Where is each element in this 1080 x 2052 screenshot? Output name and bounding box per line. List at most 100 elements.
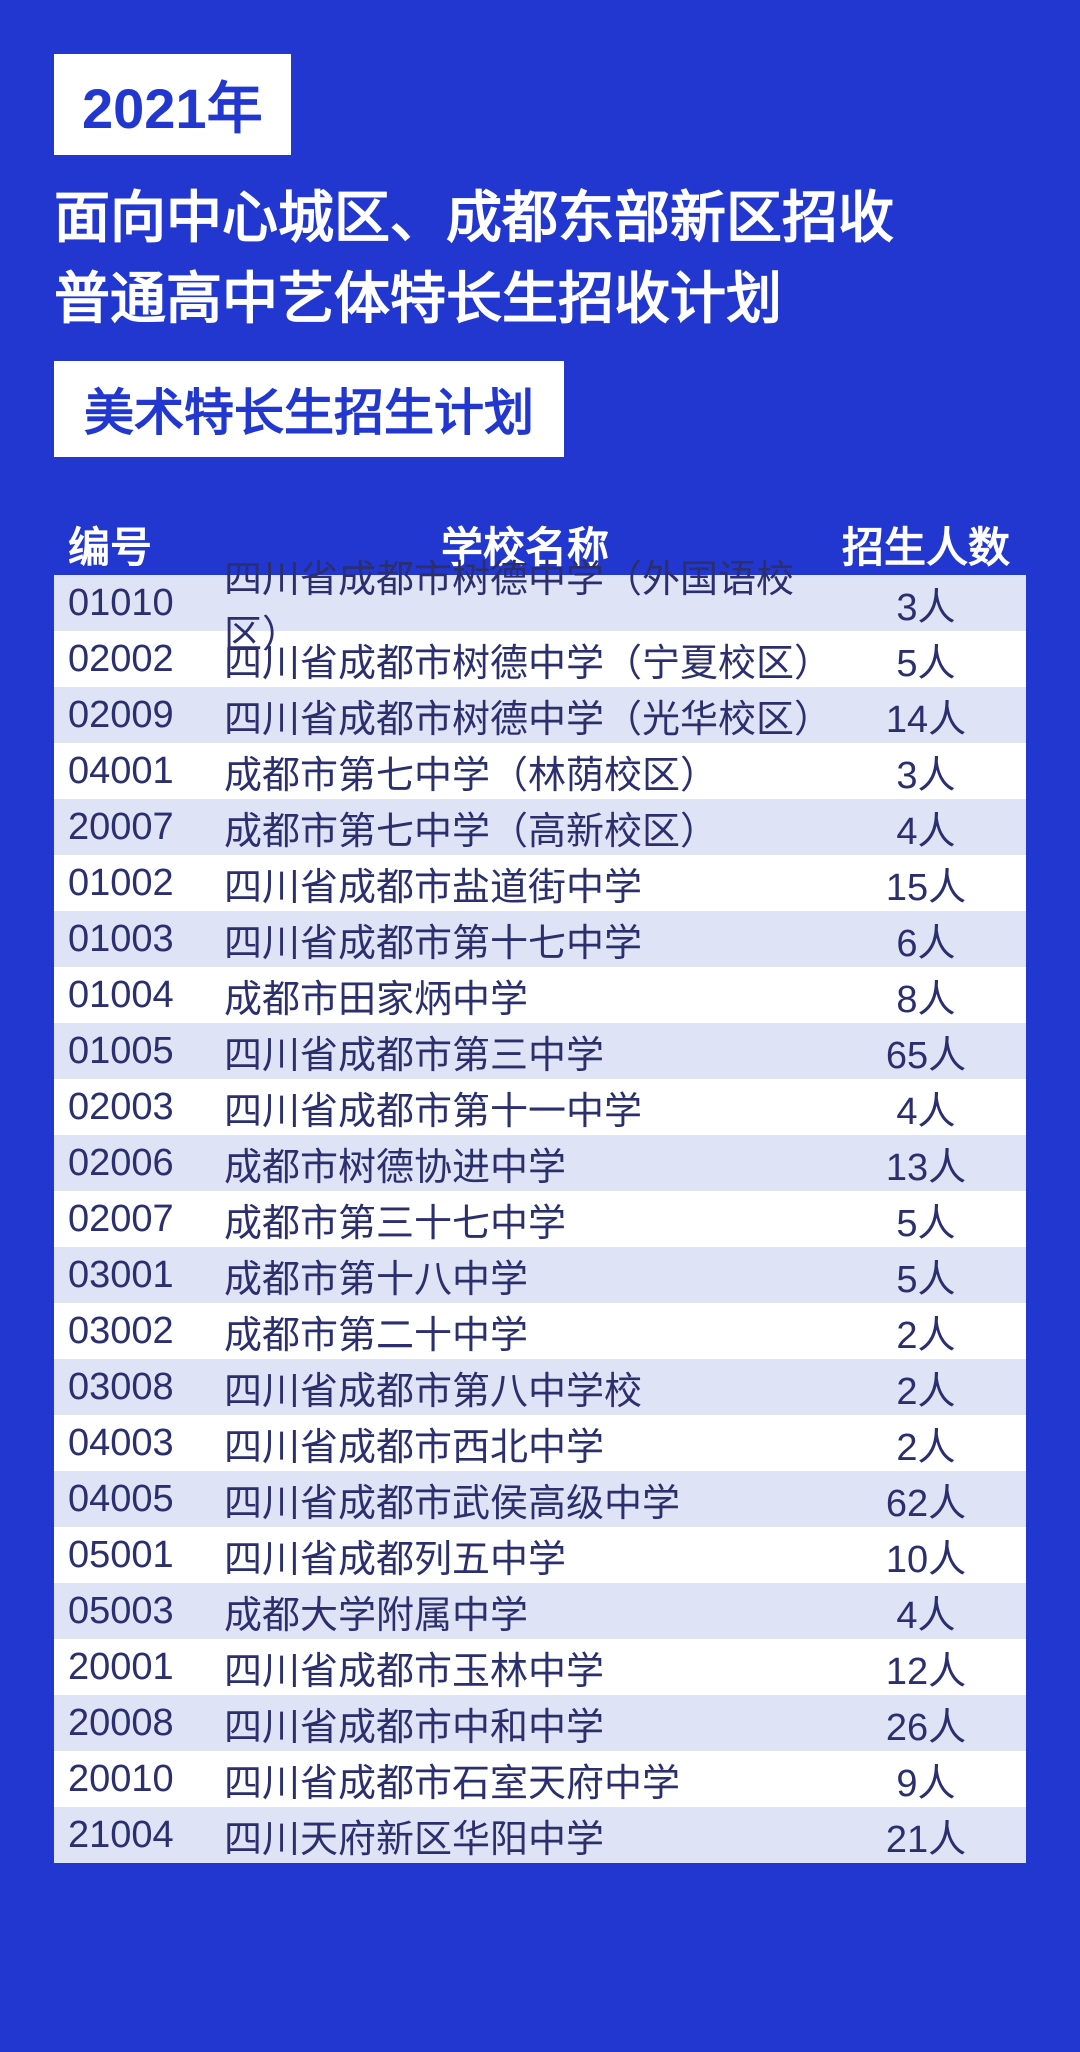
title-line-1: 面向中心城区、成都东部新区招收 xyxy=(54,186,894,249)
cell-code: 20008 xyxy=(54,1702,214,1745)
table-row: 03008四川省成都市第八中学校2人 xyxy=(54,1359,1026,1415)
table-row: 20007成都市第七中学（高新校区）4人 xyxy=(54,799,1026,855)
table-row: 04001成都市第七中学（林荫校区）3人 xyxy=(54,743,1026,799)
cell-school-name: 成都市第十八中学 xyxy=(214,1248,826,1303)
col-header-count: 招生人数 xyxy=(826,514,1026,575)
cell-count: 4人 xyxy=(826,1584,1026,1639)
table-row: 05001四川省成都列五中学10人 xyxy=(54,1527,1026,1583)
table-row: 03001成都市第十八中学5人 xyxy=(54,1247,1026,1303)
cell-code: 02006 xyxy=(54,1142,214,1185)
cell-code: 20007 xyxy=(54,806,214,849)
table-row: 02009四川省成都市树德中学（光华校区）14人 xyxy=(54,687,1026,743)
cell-school-name: 四川省成都市武侯高级中学 xyxy=(214,1472,826,1527)
table-row: 01004成都市田家炳中学8人 xyxy=(54,967,1026,1023)
cell-school-name: 成都市第三十七中学 xyxy=(214,1192,826,1247)
page: 2021年 面向中心城区、成都东部新区招收 普通高中艺体特长生招收计划 美术特长… xyxy=(0,0,1080,2052)
table-row: 20008四川省成都市中和中学26人 xyxy=(54,1695,1026,1751)
table-row: 01003四川省成都市第十七中学6人 xyxy=(54,911,1026,967)
cell-count: 8人 xyxy=(826,968,1026,1023)
cell-count: 65人 xyxy=(826,1024,1026,1079)
cell-code: 02009 xyxy=(54,694,214,737)
cell-count: 26人 xyxy=(826,1696,1026,1751)
cell-count: 3人 xyxy=(826,576,1026,631)
cell-code: 01003 xyxy=(54,918,214,961)
cell-school-name: 成都市第二十中学 xyxy=(214,1304,826,1359)
table-row: 02003四川省成都市第十一中学4人 xyxy=(54,1079,1026,1135)
cell-school-name: 四川省成都市玉林中学 xyxy=(214,1640,826,1695)
cell-school-name: 四川省成都市第十一中学 xyxy=(214,1080,826,1135)
cell-count: 5人 xyxy=(826,632,1026,687)
cell-school-name: 成都大学附属中学 xyxy=(214,1584,826,1639)
table-body: 01010四川省成都市树德中学（外国语校区）3人02002四川省成都市树德中学（… xyxy=(54,575,1026,1863)
cell-code: 02002 xyxy=(54,638,214,681)
table-row: 02006成都市树德协进中学13人 xyxy=(54,1135,1026,1191)
table-row: 01002四川省成都市盐道街中学15人 xyxy=(54,855,1026,911)
subtitle-box: 美术特长生招生计划 xyxy=(54,361,564,457)
title-line-2: 普通高中艺体特长生招收计划 xyxy=(54,267,782,330)
table-row: 20001四川省成都市玉林中学12人 xyxy=(54,1639,1026,1695)
header-block: 2021年 面向中心城区、成都东部新区招收 普通高中艺体特长生招收计划 美术特长… xyxy=(54,54,1026,457)
cell-school-name: 四川省成都市西北中学 xyxy=(214,1416,826,1471)
enrollment-table: 编号 学校名称 招生人数 01010四川省成都市树德中学（外国语校区）3人020… xyxy=(54,513,1026,1863)
cell-code: 21004 xyxy=(54,1814,214,1857)
cell-school-name: 四川省成都市树德中学（光华校区） xyxy=(214,688,826,743)
cell-school-name: 四川省成都市树德中学（宁夏校区） xyxy=(214,632,826,687)
cell-school-name: 四川省成都列五中学 xyxy=(214,1528,826,1583)
cell-count: 21人 xyxy=(826,1808,1026,1863)
cell-code: 05003 xyxy=(54,1590,214,1633)
cell-count: 5人 xyxy=(826,1192,1026,1247)
cell-count: 10人 xyxy=(826,1528,1026,1583)
cell-school-name: 成都市田家炳中学 xyxy=(214,968,826,1023)
cell-count: 3人 xyxy=(826,744,1026,799)
col-header-code: 编号 xyxy=(54,514,214,575)
cell-count: 15人 xyxy=(826,856,1026,911)
cell-count: 2人 xyxy=(826,1304,1026,1359)
cell-school-name: 成都市第七中学（林荫校区） xyxy=(214,744,826,799)
cell-code: 01005 xyxy=(54,1030,214,1073)
cell-code: 20001 xyxy=(54,1646,214,1689)
cell-count: 62人 xyxy=(826,1472,1026,1527)
cell-count: 13人 xyxy=(826,1136,1026,1191)
cell-count: 14人 xyxy=(826,688,1026,743)
cell-school-name: 四川省成都市第八中学校 xyxy=(214,1360,826,1415)
cell-code: 02007 xyxy=(54,1198,214,1241)
table-row: 02002四川省成都市树德中学（宁夏校区）5人 xyxy=(54,631,1026,687)
cell-count: 4人 xyxy=(826,800,1026,855)
table-row: 01010四川省成都市树德中学（外国语校区）3人 xyxy=(54,575,1026,631)
cell-count: 9人 xyxy=(826,1752,1026,1807)
cell-count: 2人 xyxy=(826,1416,1026,1471)
cell-school-name: 四川省成都市第十七中学 xyxy=(214,912,826,967)
year-box: 2021年 xyxy=(54,54,291,155)
table-row: 03002成都市第二十中学2人 xyxy=(54,1303,1026,1359)
cell-school-name: 成都市树德协进中学 xyxy=(214,1136,826,1191)
table-row: 05003成都大学附属中学4人 xyxy=(54,1583,1026,1639)
cell-code: 01004 xyxy=(54,974,214,1017)
cell-code: 04005 xyxy=(54,1478,214,1521)
cell-code: 01010 xyxy=(54,582,214,625)
cell-code: 02003 xyxy=(54,1086,214,1129)
cell-school-name: 四川省成都市盐道街中学 xyxy=(214,856,826,911)
cell-code: 03008 xyxy=(54,1366,214,1409)
table-row: 01005四川省成都市第三中学65人 xyxy=(54,1023,1026,1079)
cell-count: 5人 xyxy=(826,1248,1026,1303)
table-row: 02007成都市第三十七中学5人 xyxy=(54,1191,1026,1247)
cell-code: 04003 xyxy=(54,1422,214,1465)
cell-code: 05001 xyxy=(54,1534,214,1577)
cell-count: 12人 xyxy=(826,1640,1026,1695)
cell-code: 01002 xyxy=(54,862,214,905)
table-row: 21004四川天府新区华阳中学21人 xyxy=(54,1807,1026,1863)
cell-school-name: 四川省成都市第三中学 xyxy=(214,1024,826,1079)
main-title: 面向中心城区、成都东部新区招收 普通高中艺体特长生招收计划 xyxy=(54,177,1026,339)
cell-code: 03002 xyxy=(54,1310,214,1353)
cell-code: 20010 xyxy=(54,1758,214,1801)
cell-school-name: 四川天府新区华阳中学 xyxy=(214,1808,826,1863)
cell-school-name: 成都市第七中学（高新校区） xyxy=(214,800,826,855)
cell-count: 4人 xyxy=(826,1080,1026,1135)
table-row: 04003四川省成都市西北中学2人 xyxy=(54,1415,1026,1471)
table-row: 04005四川省成都市武侯高级中学62人 xyxy=(54,1471,1026,1527)
table-row: 20010四川省成都市石室天府中学9人 xyxy=(54,1751,1026,1807)
cell-code: 04001 xyxy=(54,750,214,793)
cell-code: 03001 xyxy=(54,1254,214,1297)
cell-school-name: 四川省成都市石室天府中学 xyxy=(214,1752,826,1807)
cell-count: 2人 xyxy=(826,1360,1026,1415)
